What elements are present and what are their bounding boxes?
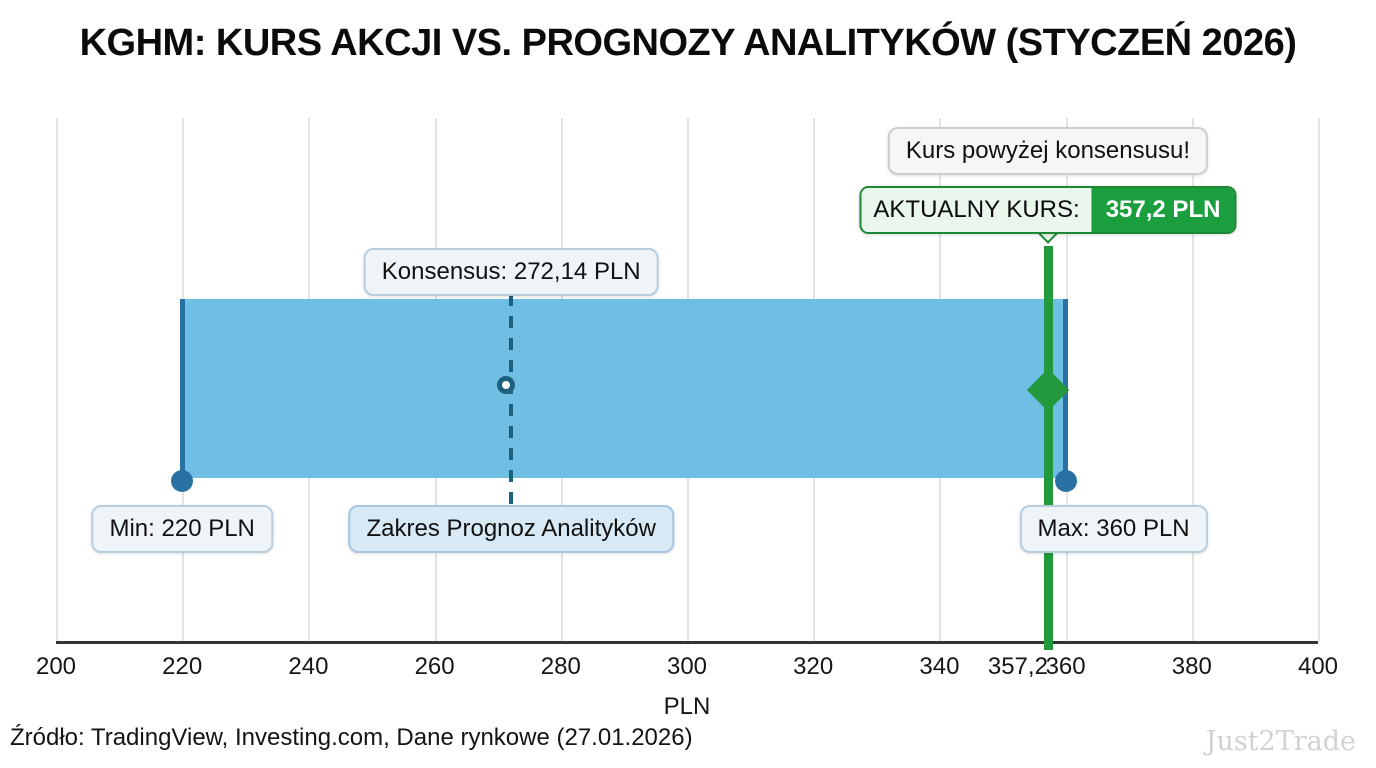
current-price-callout-label: AKTUALNY KURS: [861, 188, 1092, 232]
band-edge-min [180, 299, 186, 483]
consensus-circle-marker [497, 376, 516, 394]
chart-title: KGHM: KURS AKCJI VS. PROGNOZY ANALITYKÓW… [79, 22, 1297, 64]
watermark: Just2Trade [1205, 726, 1356, 757]
x-tick-label: 200 [35, 653, 77, 680]
x-tick-label: 380 [1171, 653, 1212, 680]
current-price-line [1043, 246, 1053, 650]
x-tick-label: 260 [414, 653, 455, 680]
axis-unit-label: PLN [663, 693, 711, 720]
range-label-box: Zakres Prognoz Analityków [348, 505, 674, 553]
x-tick-label: 220 [162, 653, 203, 680]
x-tick-label: 360 [1045, 653, 1086, 680]
consensus-dashed-line [509, 294, 514, 508]
x-tick-label: 320 [793, 653, 834, 680]
max-dot-marker [1054, 470, 1077, 492]
gridline [1318, 118, 1320, 641]
x-tick-label: 357,2 [987, 653, 1048, 680]
min-label-box: Min: 220 PLN [91, 505, 273, 553]
max-label-box: Max: 360 PLN [1019, 505, 1208, 553]
forecast-band [182, 299, 1066, 478]
current-price-callout: AKTUALNY KURS: 357,2 PLN [859, 186, 1237, 234]
gridline [1191, 118, 1194, 641]
x-tick-label: 300 [666, 653, 708, 680]
x-tick-label: 280 [540, 653, 581, 680]
plot-area: Kurs powyżej konsensusu! AKTUALNY KURS: … [36, 118, 1338, 720]
gridline [56, 118, 58, 641]
x-tick-label: 240 [288, 653, 329, 680]
status-callout: Kurs powyżej konsensusu! [887, 127, 1208, 175]
min-dot-marker [171, 470, 194, 492]
x-tick-label: 340 [919, 653, 960, 680]
current-price-callout-value: 357,2 PLN [1091, 188, 1235, 232]
x-tick-label: 400 [1297, 653, 1339, 680]
source-note: Źródło: TradingView, Investing.com, Dane… [10, 724, 693, 751]
consensus-label-box: Konsensus: 272,14 PLN [363, 248, 659, 296]
